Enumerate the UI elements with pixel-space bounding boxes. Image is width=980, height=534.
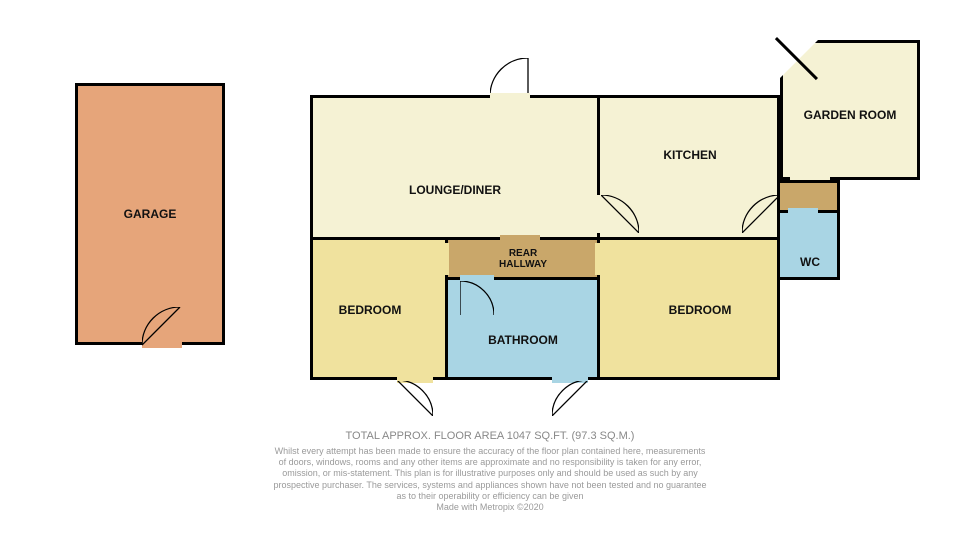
regap-bath-ext — [552, 375, 588, 381]
door-arc-bedroom-left-ext — [397, 380, 433, 416]
footer-block: TOTAL APPROX. FLOOR AREA 1047 SQ.FT. (97… — [0, 430, 980, 513]
room-lounge — [310, 95, 600, 240]
door-arc-bathroom-ext — [552, 380, 588, 416]
footer-title: TOTAL APPROX. FLOOR AREA 1047 SQ.FT. (97… — [0, 430, 980, 444]
door-arc-lounge-kitchen — [601, 195, 639, 233]
footer-line1: Whilst every attempt has been made to en… — [0, 446, 980, 457]
label-kitchen: KITCHEN — [663, 148, 716, 162]
label-bathroom: BATHROOM — [488, 333, 558, 347]
label-bedroom-right: BEDROOM — [669, 303, 732, 317]
door-arc-lounge-top — [490, 58, 530, 98]
regap-lounge-top — [490, 93, 530, 98]
floorplan-canvas: GARAGE LOUNGE/DINER KITCHEN GARDEN ROOM … — [0, 0, 980, 534]
outer-frame-main-left — [310, 95, 313, 380]
label-lounge: LOUNGE/DINER — [409, 183, 501, 197]
door-arc-garage — [142, 307, 182, 347]
outer-frame-main-top — [310, 95, 780, 98]
door-arc-kitchen-right — [742, 195, 780, 233]
label-bedroom-left: BEDROOM — [339, 303, 402, 317]
label-hallway: REARHALLWAY — [499, 248, 547, 270]
label-wc: WC — [800, 255, 820, 269]
label-garden: GARDEN ROOM — [804, 108, 897, 122]
footer-line5: as to their operability or efficiency ca… — [0, 491, 980, 502]
footer-line4: prospective purchaser. The services, sys… — [0, 480, 980, 491]
door-arc-bathroom — [460, 281, 494, 315]
footer-line2: of doors, windows, rooms and any other i… — [0, 457, 980, 468]
label-garage: GARAGE — [124, 207, 177, 221]
footer-line6: Made with Metropix ©2020 — [0, 502, 980, 513]
door-bedroom-left — [443, 243, 449, 275]
footer-line3: omission, or mis-statement. This plan is… — [0, 468, 980, 479]
regap-bedL-ext — [397, 375, 433, 381]
door-hallway-top — [500, 235, 540, 241]
door-wc — [788, 208, 818, 214]
door-bedroom-right — [595, 243, 601, 275]
outer-frame-main-bottom — [310, 377, 780, 380]
room-wc — [777, 210, 840, 280]
